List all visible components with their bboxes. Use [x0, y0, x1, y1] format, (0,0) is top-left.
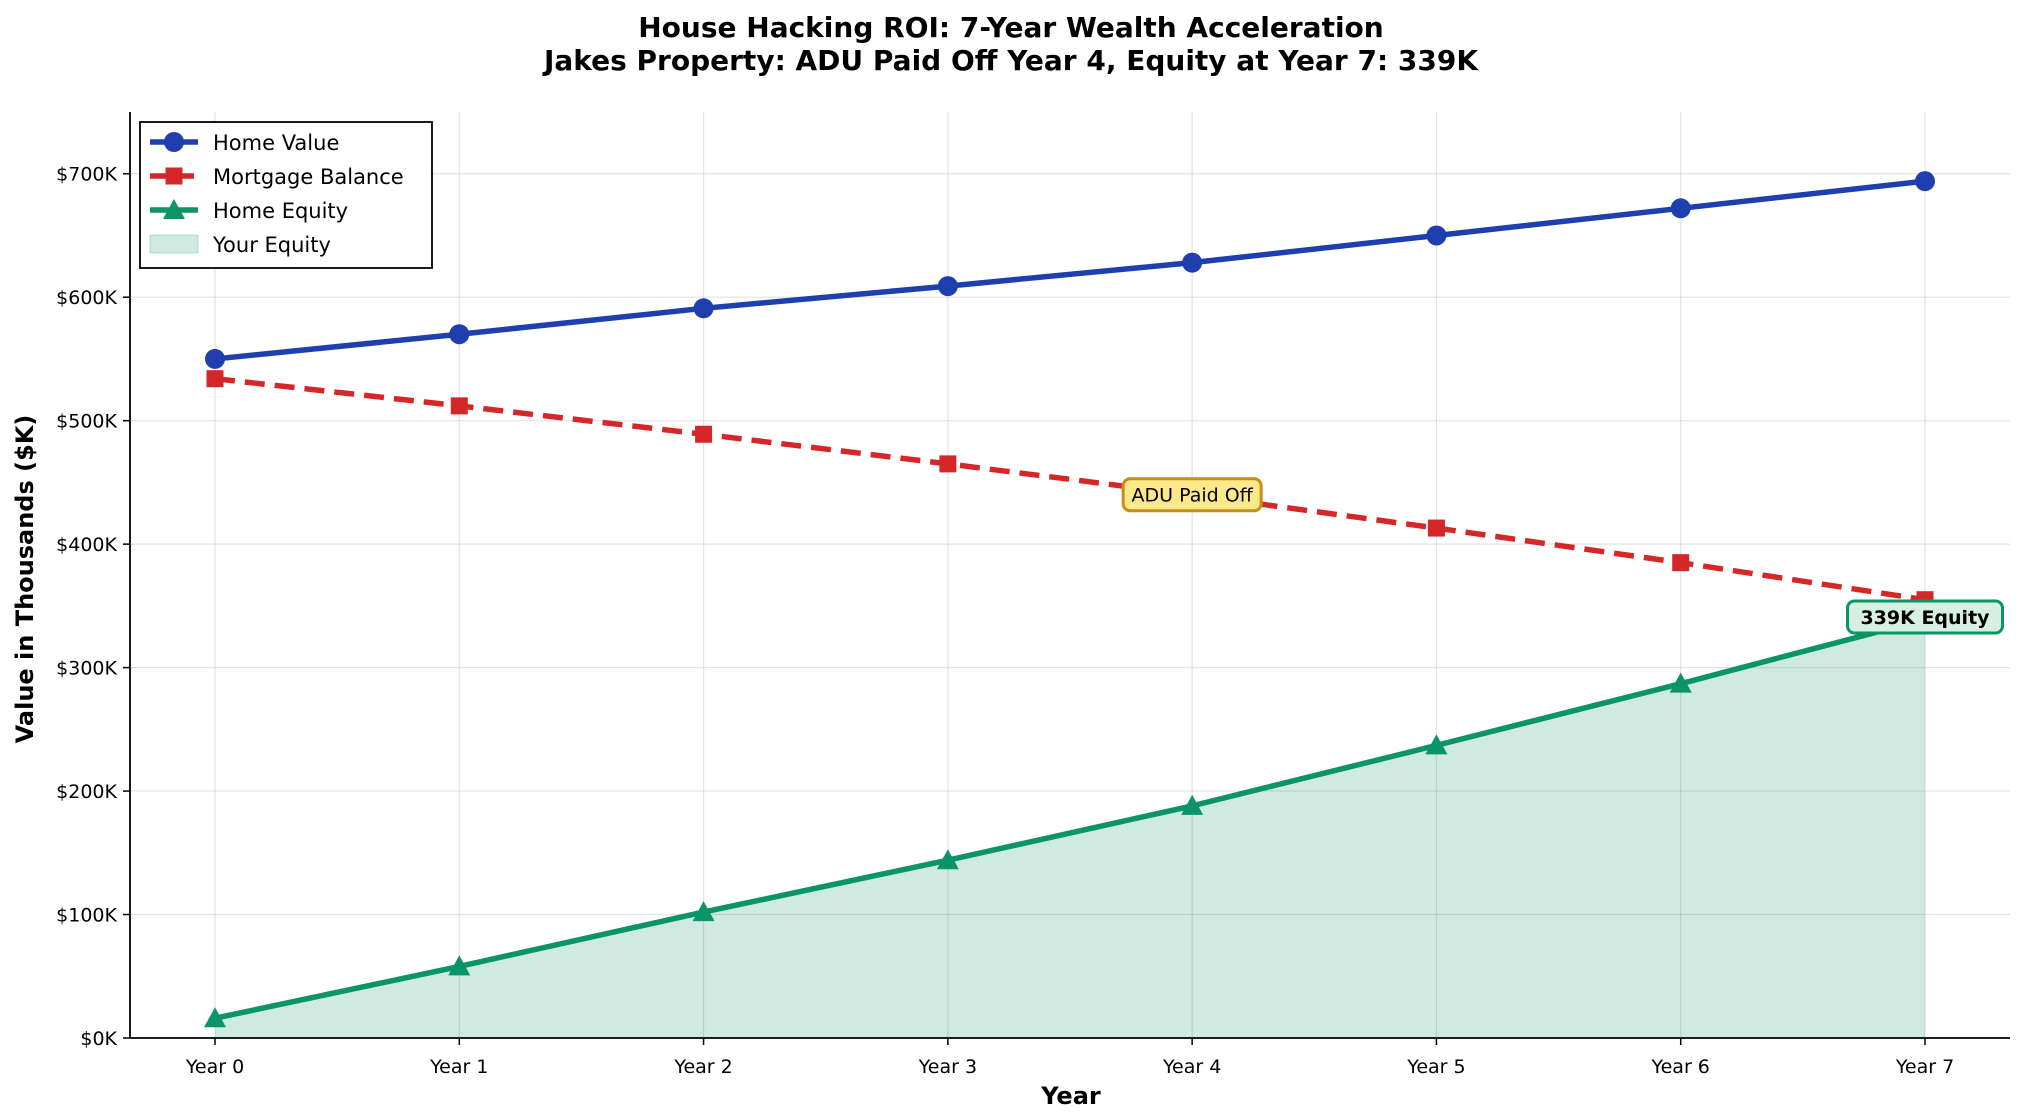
- x-tick-label-1: Year 1: [429, 1056, 488, 1078]
- legend-label-0: Home Value: [213, 131, 339, 155]
- series-line-0: [214, 178, 1926, 362]
- point-0-6: [1670, 198, 1691, 219]
- legend-item-2: Home Equity: [150, 199, 348, 223]
- legend-marker-0: [164, 132, 184, 152]
- series-line-2: [214, 616, 1926, 1021]
- point-0-1: [449, 324, 470, 345]
- point-1-3: [939, 455, 957, 473]
- point-2-3: [936, 849, 959, 870]
- equity-area-fill: [215, 619, 1925, 1038]
- x-tick-label-5: Year 5: [1406, 1056, 1465, 1078]
- x-axis-label: Year: [1040, 1082, 1101, 1110]
- x-tick-label-3: Year 3: [918, 1056, 977, 1078]
- axes: [129, 112, 2010, 1039]
- annotation-box-1: [1846, 599, 2004, 635]
- legend-item-1: Mortgage Balance: [150, 165, 404, 189]
- point-2-4: [1181, 794, 1204, 815]
- point-0-5: [1426, 225, 1447, 246]
- point-1-1: [450, 397, 468, 415]
- point-0-7: [1915, 171, 1935, 192]
- chart-title: House Hacking ROI: 7-Year Wealth Acceler…: [638, 11, 1383, 44]
- y-tick-label-5: $500K: [56, 411, 117, 433]
- legend-area-swatch: [149, 234, 199, 254]
- ticks: $0K $100K $200K $300K $400K $500K $600K $700K Ye…: [56, 164, 1954, 1078]
- series-home-value: [205, 171, 1935, 369]
- legend-marker-1: [165, 167, 183, 185]
- point-0-0: [205, 348, 225, 369]
- point-2-6: [1669, 672, 1692, 693]
- grid: [130, 112, 2010, 1039]
- point-1-0: [206, 370, 224, 388]
- annotations: ADU Paid Off 339K Equity: [1121, 477, 2004, 635]
- y-tick-label-2: $200K: [56, 781, 117, 803]
- chart-subtitle: Jakes Property: ADU Paid Off Year 4, Equ…: [542, 44, 1479, 77]
- legend-marker-2: [163, 199, 185, 219]
- x-tick-label-6: Year 6: [1651, 1056, 1710, 1078]
- point-0-4: [1182, 252, 1203, 273]
- annotation-box-0: [1121, 477, 1263, 513]
- x-tick-label-2: Year 2: [673, 1056, 732, 1078]
- y-tick-label-1: $100K: [56, 905, 117, 927]
- series-line-1: [214, 375, 1926, 603]
- annotation-0: ADU Paid Off: [1121, 477, 1263, 513]
- point-2-5: [1425, 734, 1448, 755]
- y-tick-label-0: $0K: [80, 1028, 117, 1050]
- legend-item-3: Your Equity: [149, 233, 331, 257]
- x-tick-label-4: Year 4: [1162, 1056, 1221, 1078]
- annotation-1: 339K Equity: [1846, 599, 2004, 635]
- legend-label-2: Home Equity: [213, 199, 348, 223]
- series-mortgage-balance: [206, 370, 1934, 609]
- y-tick-label-3: $300K: [56, 658, 117, 680]
- legend: Home Value Mortgage Balance Home Equity You…: [139, 121, 433, 269]
- point-1-2: [695, 425, 713, 443]
- x-tick-label-0: Year 0: [185, 1056, 244, 1078]
- y-axis-label: Value in Thousands ($K): [11, 415, 39, 744]
- annotation-text-1: 339K Equity: [1860, 607, 1990, 629]
- legend-frame: [139, 121, 433, 269]
- y-tick-label-6: $600K: [56, 287, 117, 309]
- legend-label-3: Your Equity: [212, 233, 331, 257]
- point-2-0: [204, 1007, 226, 1028]
- point-2-2: [692, 901, 715, 922]
- point-1-5: [1427, 519, 1445, 537]
- point-0-3: [937, 276, 958, 297]
- annotation-text-0: ADU Paid Off: [1132, 485, 1254, 507]
- y-tick-label-4: $400K: [56, 534, 117, 556]
- legend-label-1: Mortgage Balance: [213, 165, 404, 189]
- legend-item-0: Home Value: [150, 131, 339, 155]
- y-tick-label-7: $700K: [56, 164, 117, 186]
- point-2-1: [448, 955, 471, 976]
- point-0-2: [693, 298, 714, 319]
- x-tick-label-7: Year 7: [1895, 1056, 1954, 1078]
- equity-area: [215, 619, 1925, 1038]
- point-1-6: [1672, 554, 1690, 572]
